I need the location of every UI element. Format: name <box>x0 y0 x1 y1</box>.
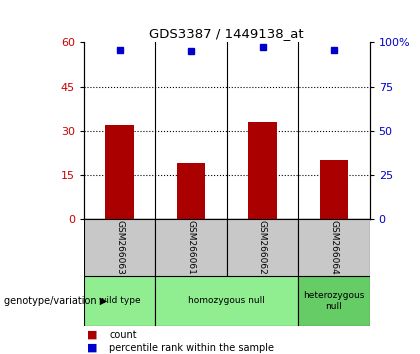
Text: heterozygous
null: heterozygous null <box>303 291 365 310</box>
Text: genotype/variation ▶: genotype/variation ▶ <box>4 296 108 306</box>
Bar <box>298 276 370 326</box>
Text: GSM266061: GSM266061 <box>186 220 196 275</box>
Bar <box>248 122 277 219</box>
Bar <box>227 219 298 276</box>
Bar <box>84 219 155 276</box>
Bar <box>84 276 155 326</box>
Text: homozygous null: homozygous null <box>188 296 265 306</box>
Text: ■: ■ <box>87 343 98 353</box>
Bar <box>155 276 298 326</box>
Text: ■: ■ <box>87 330 98 339</box>
Bar <box>320 160 348 219</box>
Text: wild type: wild type <box>99 296 141 306</box>
Bar <box>105 125 134 219</box>
Text: GSM266062: GSM266062 <box>258 221 267 275</box>
Bar <box>177 164 205 219</box>
Text: GSM266064: GSM266064 <box>329 221 339 275</box>
Bar <box>155 219 227 276</box>
Text: count: count <box>109 330 137 339</box>
Text: percentile rank within the sample: percentile rank within the sample <box>109 343 274 353</box>
Bar <box>298 219 370 276</box>
Title: GDS3387 / 1449138_at: GDS3387 / 1449138_at <box>150 27 304 40</box>
Text: GSM266063: GSM266063 <box>115 220 124 275</box>
